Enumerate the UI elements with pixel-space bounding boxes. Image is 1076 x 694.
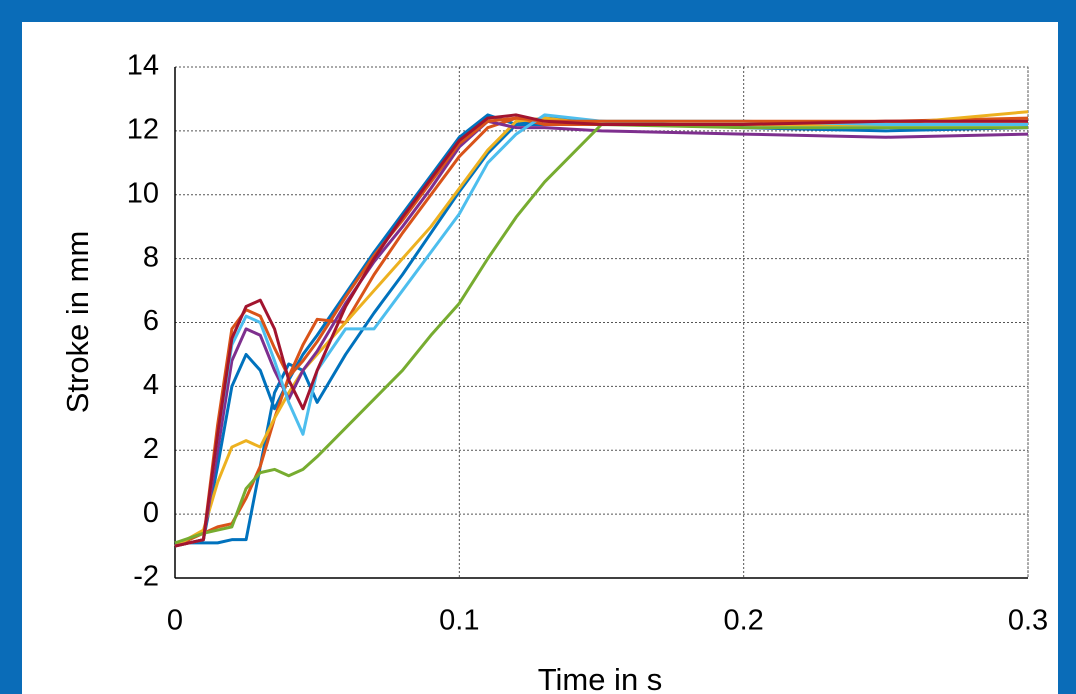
y-tick-label: 10: [127, 177, 159, 209]
y-tick-label: 14: [127, 50, 159, 82]
x-tick-label: 0.1: [439, 605, 479, 637]
y-tick-label: 0: [143, 497, 159, 529]
series-line: [175, 116, 1029, 545]
lines: [174, 110, 1029, 548]
grid: [174, 66, 1029, 579]
plot-area: [174, 66, 1029, 579]
series-line: [174, 122, 1028, 545]
y-tick-label: 4: [143, 369, 159, 401]
series-line: [174, 113, 1028, 548]
x-tick-label: 0.2: [724, 605, 764, 637]
y-tick-label: 6: [143, 305, 159, 337]
x-axis-label: Time in s: [538, 662, 663, 694]
y-tick-label: -2: [133, 561, 159, 593]
y-tick-label: 12: [127, 114, 159, 146]
y-tick-label: 8: [143, 241, 159, 273]
x-tick-label: 0.3: [1008, 605, 1048, 637]
series-line: [174, 113, 1028, 548]
x-tick-label: 0: [167, 605, 183, 637]
y-tick-label: 2: [143, 433, 159, 465]
y-axis-label: Stroke in mm: [60, 231, 95, 414]
